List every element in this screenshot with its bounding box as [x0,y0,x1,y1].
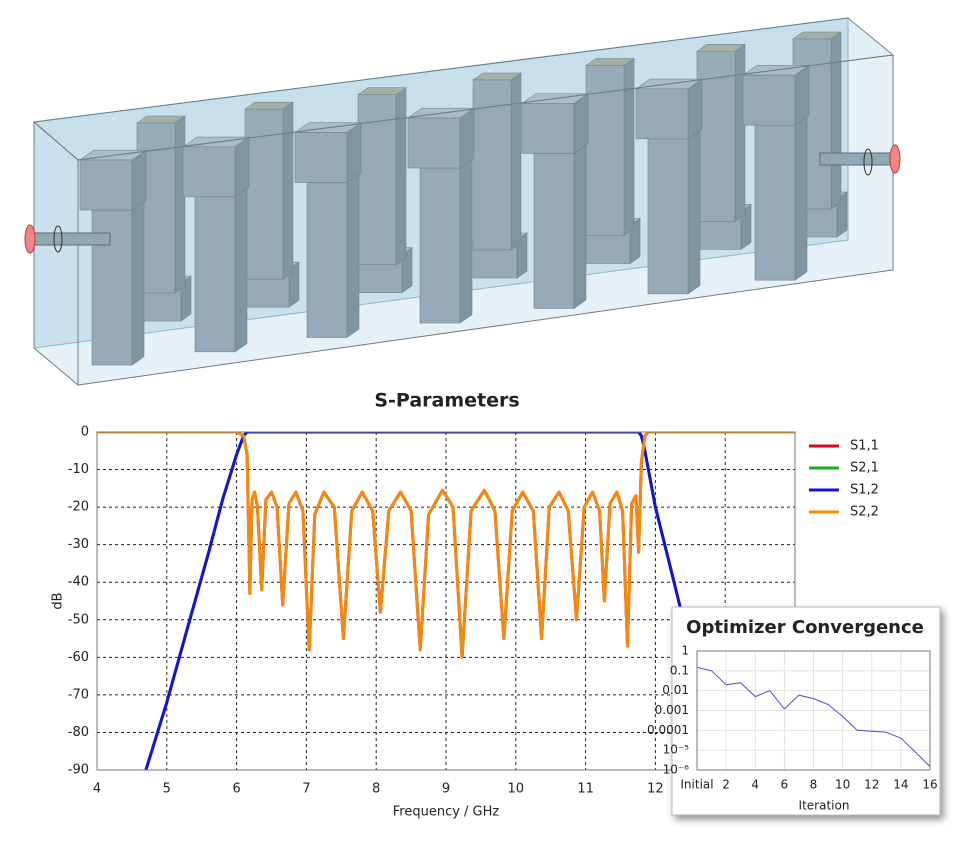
plot-border [96,431,796,771]
post-front [647,138,689,295]
x-tick-label: 11 [577,782,594,797]
y-tick-label: 10⁻⁶ [663,763,690,777]
x-tick-label: 10 [508,782,525,797]
x-tick-label: 16 [922,778,937,792]
convergence-chart: Optimizer Convergence Iteration 1 0.1 0.01… [647,606,941,816]
y-tick-label: -10 [68,462,89,477]
x-tick-label: 6 [781,778,789,792]
post-front [294,132,348,183]
y-tick-label: -20 [68,500,89,515]
y-axis-label: dB [51,592,66,609]
x-tick-label: 6 [232,782,240,797]
y-tick-label: -40 [68,575,89,590]
y-tick-label: 10⁻⁵ [663,743,690,757]
port-left-ring [53,225,63,253]
legend-label: S2,2 [850,505,879,520]
post-front [742,74,796,126]
series-lines [97,432,795,770]
legend-label: S2,1 [850,461,879,476]
x-tick-label: 7 [302,782,310,797]
port-right [819,152,896,166]
x-axis-label: Iteration [799,799,850,813]
y-tick-label: 0.1 [670,663,689,677]
x-tick-label: 8 [372,782,380,797]
legend-label: S1,2 [850,483,879,498]
x-tick-label: 9 [442,782,450,797]
port-left-face [24,224,36,254]
post-front [79,159,133,211]
x-tick-label: 10 [835,778,850,792]
post-front [194,196,236,353]
y-tick-label: -80 [68,725,89,740]
x-tick-label: 2 [722,778,730,792]
series-line [97,432,795,659]
y-tick-label: 0 [81,425,89,440]
x-tick-label: 14 [893,778,908,792]
port-right-face [889,144,901,174]
box-side [33,120,79,387]
post-front [182,146,236,198]
plot-border [696,650,931,771]
x-tick-label: 5 [163,782,171,797]
y-tick-label: 0.01 [662,683,689,697]
y-tick-label: -60 [68,650,89,665]
y-tick-label: 1 [681,644,689,658]
x-tick-label: 8 [810,778,818,792]
y-tick-label: 0.001 [655,703,689,717]
filter-model [24,17,901,387]
post-front [521,103,575,154]
y-tick-label: -90 [68,763,89,778]
port-right-ring [863,148,873,176]
y-tick-label: -70 [68,687,89,702]
series-line [697,666,930,767]
chart-title: S-Parameters [374,390,519,412]
x-axis-label: Frequency / GHz [393,805,500,820]
chart-title: Optimizer Convergence [686,617,924,638]
post-front [635,88,689,140]
y-tick-label: -50 [68,612,89,627]
x-tick-label: 4 [93,782,101,797]
series-lines [697,666,930,767]
x-tick-label: 12 [647,782,664,797]
port-left [29,232,111,246]
post-front [754,124,796,281]
legend-label: S1,1 [850,439,879,454]
y-tick-label: -30 [68,537,89,552]
x-tick-label: 12 [864,778,879,792]
post-front [407,117,461,169]
y-tick-label: 0.0001 [647,723,689,737]
x-tick-label: Initial [680,778,713,792]
x-tick-label: 4 [751,778,759,792]
